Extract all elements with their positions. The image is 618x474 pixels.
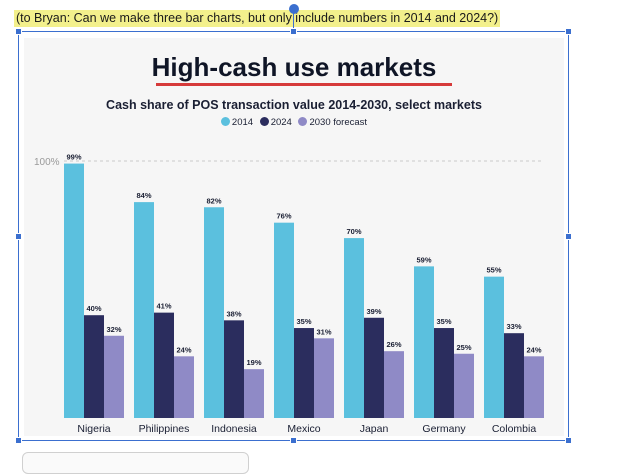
resize-handle-right[interactable] <box>565 233 572 240</box>
x-tick-label-nigeria: Nigeria <box>77 423 110 435</box>
bar-philippines-2030 <box>174 356 194 418</box>
resize-handle-bottom-right[interactable] <box>565 437 572 444</box>
x-tick-label-colombia: Colombia <box>492 423 537 435</box>
legend-label-2024: 2024 <box>270 117 292 128</box>
bar-mexico-2030 <box>314 338 334 418</box>
chart-subtitle: Cash share of POS transaction value 2014… <box>106 98 482 112</box>
bar-colombia-2030 <box>524 356 544 418</box>
bar-indonesia-2030 <box>244 369 264 418</box>
bar-germany-2014 <box>414 266 434 418</box>
bar-nigeria-2024 <box>84 315 104 418</box>
partial-text-box[interactable] <box>22 452 249 474</box>
bar-philippines-2024 <box>154 312 174 418</box>
bar-japan-2014 <box>344 238 364 418</box>
bar-nigeria-2030 <box>104 335 124 418</box>
bar-germany-2030 <box>454 353 474 418</box>
bar-mexico-2014 <box>274 222 294 418</box>
data-label-japan-2024: 39% <box>366 307 381 316</box>
title-underline <box>156 83 452 86</box>
x-tick-label-japan: Japan <box>360 423 389 435</box>
data-label-mexico-2030: 31% <box>316 327 331 336</box>
comment-note-text: (to Bryan: Can we make three bar charts,… <box>16 11 499 25</box>
bar-chart: 100% 99% 40% 32% Nigeria 84% 41% 24% Philippines… <box>34 153 544 435</box>
resize-handle-top-left[interactable] <box>15 28 22 35</box>
resize-handle-left[interactable] <box>15 233 22 240</box>
resize-handle-top-right[interactable] <box>565 28 572 35</box>
x-tick-label-mexico: Mexico <box>287 423 320 435</box>
bar-nigeria-2014 <box>64 163 84 418</box>
data-label-japan-2014: 70% <box>346 227 361 236</box>
x-tick-label-philippines: Philippines <box>139 423 190 435</box>
chart-title: High-cash use markets <box>151 52 437 82</box>
comment-note[interactable]: (to Bryan: Can we make three bar charts,… <box>14 10 501 27</box>
data-label-germany-2030: 25% <box>456 343 471 352</box>
resize-handle-bottom-left[interactable] <box>15 437 22 444</box>
bar-philippines-2014 <box>134 202 154 418</box>
data-label-japan-2030: 26% <box>386 340 401 349</box>
data-label-germany-2014: 59% <box>416 255 431 264</box>
chart-legend: 2014 2024 2030 forecast <box>24 117 564 128</box>
data-label-nigeria-2024: 40% <box>86 304 101 313</box>
bar-colombia-2014 <box>484 276 504 418</box>
legend-swatch-2014 <box>220 117 230 126</box>
legend-label-2030: 2030 forecast <box>309 117 368 128</box>
data-label-nigeria-2030: 32% <box>106 325 121 334</box>
data-label-indonesia-2030: 19% <box>246 358 261 367</box>
bar-mexico-2024 <box>294 328 314 418</box>
data-label-germany-2024: 35% <box>436 317 451 326</box>
reference-line-label: 100% <box>34 157 60 168</box>
chart-image[interactable]: High-cash use markets Cash share of POS … <box>24 38 564 436</box>
rotate-handle[interactable] <box>289 4 299 14</box>
legend-swatch-2024 <box>259 117 269 126</box>
resize-handle-top[interactable] <box>290 28 297 35</box>
data-label-colombia-2030: 24% <box>526 345 541 354</box>
x-tick-label-germany: Germany <box>422 423 466 435</box>
data-label-philippines-2030: 24% <box>176 345 191 354</box>
legend-item-2014: 2014 <box>220 117 254 128</box>
bar-colombia-2024 <box>504 333 524 418</box>
legend-item-2024: 2024 <box>259 117 292 128</box>
data-label-mexico-2014: 76% <box>276 212 291 221</box>
data-label-philippines-2024: 41% <box>156 302 171 311</box>
legend-item-2030: 2030 forecast <box>298 117 367 128</box>
data-label-indonesia-2024: 38% <box>226 309 241 318</box>
rotation-stem <box>293 13 294 31</box>
bar-japan-2030 <box>384 351 404 418</box>
data-label-philippines-2014: 84% <box>136 191 151 200</box>
x-tick-label-indonesia: Indonesia <box>211 423 257 435</box>
legend-label-2014: 2014 <box>231 117 254 128</box>
resize-handle-bottom[interactable] <box>290 437 297 444</box>
data-label-nigeria-2014: 99% <box>66 153 81 162</box>
bar-germany-2024 <box>434 328 454 418</box>
bar-japan-2024 <box>364 317 384 418</box>
bar-indonesia-2014 <box>204 207 224 418</box>
selection-frame[interactable] <box>18 31 569 441</box>
data-label-mexico-2024: 35% <box>296 317 311 326</box>
data-label-colombia-2024: 33% <box>506 322 521 331</box>
legend-swatch-2030 <box>298 117 308 126</box>
data-label-colombia-2014: 55% <box>486 266 501 275</box>
data-label-indonesia-2014: 82% <box>206 196 221 205</box>
bar-indonesia-2024 <box>224 320 244 418</box>
